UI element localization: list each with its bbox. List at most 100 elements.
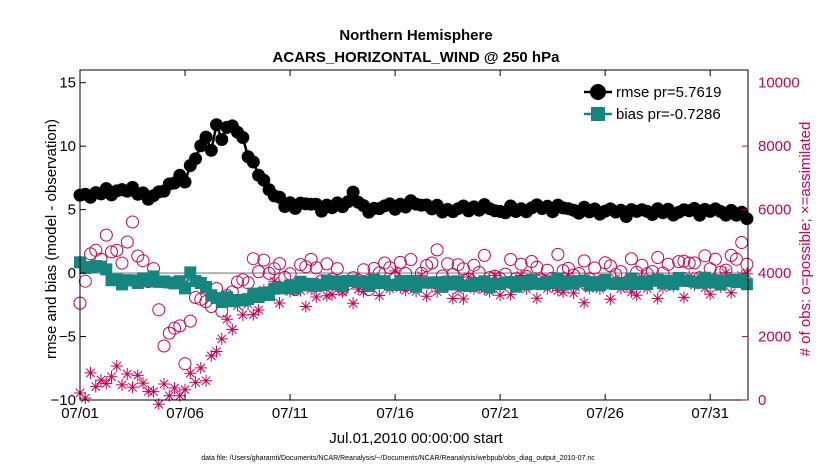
assimilated-obs-point [604, 293, 617, 306]
x-axis-label: Jul.01,2010 00:00:00 start [329, 430, 503, 447]
assimilated-obs-point [562, 269, 575, 282]
assimilated-obs-point [557, 286, 570, 299]
assimilated-obs-point [310, 291, 323, 304]
possible-obs-point [577, 254, 591, 268]
possible-obs-point [330, 262, 344, 276]
legend-rmse-label: rmse pr=5.7619 [616, 84, 721, 101]
possible-obs-point [393, 255, 407, 269]
x-tick-label: 07/11 [272, 405, 308, 422]
assimilated-obs-point [630, 289, 643, 302]
bias-point [179, 282, 191, 295]
rmse-point [215, 133, 229, 146]
rmse-point [210, 118, 223, 132]
possible-obs-point [425, 256, 439, 270]
rmse-point [257, 173, 271, 187]
assimilated-obs-point [131, 369, 144, 382]
possible-obs-point [299, 260, 313, 274]
possible-obs-point [430, 243, 444, 257]
assimilated-obs-point [352, 283, 365, 296]
possible-obs-point [651, 251, 665, 264]
x-tick-label: 07/31 [691, 405, 729, 422]
y2-tick-label: 2000 [758, 329, 791, 346]
assimilated-obs-point [326, 288, 339, 301]
assimilated-obs-point [126, 381, 139, 394]
legend-bias-label: bias pr=-0.7286 [616, 106, 721, 123]
possible-obs-point [162, 326, 176, 340]
assimilated-obs-point [567, 286, 580, 299]
assimilated-obs-point [504, 288, 517, 301]
possible-obs-point [682, 256, 696, 270]
possible-obs-point [173, 319, 187, 333]
assimilated-obs-point [105, 370, 118, 383]
rmse-point [346, 185, 360, 199]
y2-axis-label: # of obs: o=possible; ×=assimilated [797, 122, 814, 357]
assimilated-obs-point [677, 291, 690, 304]
possible-obs-point [267, 262, 281, 276]
assimilated-obs-point [625, 285, 638, 298]
assimilated-obs-point [704, 288, 717, 301]
possible-obs-point [252, 265, 266, 279]
rmse-point [236, 131, 250, 144]
possible-obs-point [131, 249, 145, 263]
plot-frame [79, 69, 749, 401]
y2-tick-label: 10000 [758, 75, 800, 92]
possible-obs-point [246, 252, 260, 266]
assimilated-obs-point [200, 374, 213, 387]
y2-tick-label: 6000 [758, 202, 791, 219]
possible-obs-point [126, 215, 139, 229]
possible-obs-point [729, 252, 743, 266]
assimilated-obs-point [515, 269, 528, 282]
possible-obs-point [115, 256, 129, 270]
y-axis-label: rmse and bias (model - observation) [43, 119, 60, 359]
possible-obs-point [504, 253, 518, 266]
assimilated-obs-point [247, 308, 260, 321]
possible-obs-point [178, 357, 192, 371]
y2-tick-label: 4000 [758, 265, 791, 282]
possible-obs-point [551, 247, 565, 261]
axes: 07/01 07/06 07/11 07/16 07/21 07/26 07/31 −10 −5… [51, 69, 800, 422]
assimilated-obs-point [273, 297, 286, 310]
rmse-point [246, 155, 260, 169]
possible-obs-point [136, 254, 150, 268]
assimilated-obs-point [221, 313, 234, 326]
possible-obs-point [588, 261, 602, 275]
assimilated-obs-point [100, 377, 113, 390]
assimilated-obs-point [373, 289, 386, 302]
assimilated-obs-point [95, 374, 108, 387]
x-tick-label: 07/26 [586, 405, 624, 422]
assimilated-obs-point [116, 378, 129, 391]
rmse-point [189, 152, 202, 166]
chart-subtitle: ACARS_HORIZONTAL_WIND @ 250 hPa [273, 49, 561, 66]
legend-box [583, 78, 747, 126]
assimilated-obs-point [205, 349, 218, 362]
possible-obs-point [672, 255, 686, 269]
possible-obs-point [441, 257, 455, 271]
assimilated-obs-point [89, 380, 102, 393]
assimilated-obs-point [399, 284, 412, 297]
possible-obs-point [530, 260, 544, 274]
assimilated-obs-point [79, 392, 92, 405]
possible-obs-point [120, 235, 134, 249]
possible-obs-point [78, 274, 92, 288]
assimilated-obs-point [530, 292, 543, 305]
assimilated-obs-point [488, 269, 501, 282]
assimilated-obs-point [137, 377, 150, 390]
rmse-point [740, 212, 754, 226]
assimilated-obs-point [152, 398, 165, 411]
possible-obs-point [152, 303, 166, 317]
bias-point [740, 278, 753, 291]
assimilated-obs-point [494, 289, 507, 302]
assimilated-obs-point [215, 332, 228, 345]
assimilated-obs-point [84, 366, 97, 379]
assimilated-obs-point [446, 292, 459, 305]
possible-obs-point [677, 254, 691, 268]
y-tick-label: 5 [68, 202, 76, 219]
possible-obs-point [273, 257, 287, 271]
assimilated-obs-point [268, 275, 281, 288]
assimilated-obs-point [578, 296, 591, 309]
possible-obs-point [257, 253, 271, 267]
assimilated-obs-point [420, 290, 433, 303]
assimilated-obs-point [110, 360, 123, 373]
possible-obs-point [383, 261, 397, 275]
